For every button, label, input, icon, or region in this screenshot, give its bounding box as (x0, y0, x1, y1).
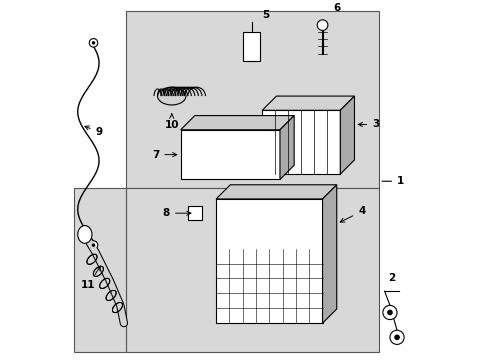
Ellipse shape (78, 226, 92, 243)
Text: 1: 1 (381, 176, 404, 186)
Bar (187, 206, 202, 220)
Bar (262, 110, 340, 174)
Circle shape (386, 310, 392, 315)
Text: 5: 5 (262, 10, 269, 20)
Polygon shape (280, 116, 294, 179)
Circle shape (92, 41, 95, 45)
Bar (125, 188, 379, 351)
Ellipse shape (389, 330, 403, 345)
Text: 7: 7 (152, 150, 177, 159)
Circle shape (393, 334, 399, 340)
Circle shape (317, 20, 327, 31)
Text: 6: 6 (332, 3, 340, 13)
Bar (125, 11, 379, 188)
Circle shape (89, 39, 98, 47)
Polygon shape (322, 185, 336, 323)
Bar (180, 130, 280, 179)
Text: 9: 9 (85, 126, 102, 137)
Text: 3: 3 (358, 120, 379, 130)
Polygon shape (216, 185, 336, 199)
Text: 11: 11 (81, 266, 100, 290)
Text: 10: 10 (164, 114, 179, 130)
Polygon shape (340, 96, 354, 174)
Text: 4: 4 (340, 206, 365, 222)
Circle shape (89, 241, 98, 249)
Circle shape (92, 243, 95, 247)
Ellipse shape (157, 87, 185, 105)
Ellipse shape (382, 305, 396, 320)
Polygon shape (180, 116, 294, 130)
Bar (216, 199, 322, 323)
Bar (242, 32, 260, 60)
Polygon shape (262, 96, 354, 110)
Text: 2: 2 (387, 273, 394, 283)
Text: 8: 8 (163, 208, 191, 218)
Bar (74, 188, 125, 351)
